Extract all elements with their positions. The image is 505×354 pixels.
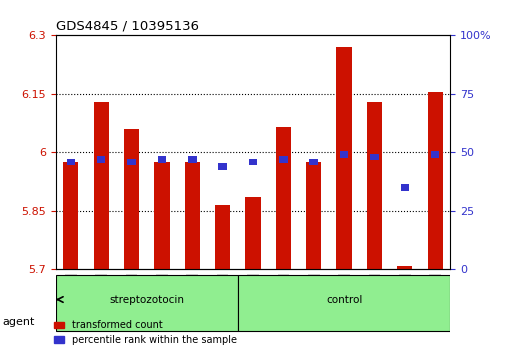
- Bar: [430, 152, 438, 158]
- Bar: [248, 159, 257, 165]
- Legend: transformed count, percentile rank within the sample: transformed count, percentile rank withi…: [50, 316, 240, 349]
- Bar: [400, 184, 408, 191]
- Bar: [306, 162, 321, 269]
- Bar: [67, 159, 75, 165]
- Bar: [93, 102, 109, 269]
- Bar: [336, 47, 351, 269]
- Bar: [245, 197, 260, 269]
- Text: GDS4845 / 10395136: GDS4845 / 10395136: [56, 20, 198, 33]
- Bar: [218, 163, 226, 170]
- Bar: [366, 102, 381, 269]
- Bar: [188, 156, 196, 163]
- Bar: [184, 162, 199, 269]
- Bar: [97, 156, 105, 163]
- Bar: [309, 159, 317, 165]
- Bar: [275, 127, 290, 269]
- Bar: [370, 154, 378, 160]
- Bar: [124, 129, 139, 269]
- Text: control: control: [325, 295, 362, 304]
- Bar: [215, 205, 230, 269]
- Text: agent: agent: [3, 317, 35, 327]
- Bar: [339, 152, 347, 158]
- Text: streptozotocin: streptozotocin: [109, 295, 184, 304]
- Bar: [427, 92, 442, 269]
- Bar: [63, 162, 78, 269]
- Bar: [237, 275, 449, 331]
- Bar: [396, 266, 412, 269]
- Bar: [56, 275, 237, 331]
- Bar: [154, 162, 169, 269]
- Bar: [127, 159, 135, 165]
- Bar: [158, 156, 166, 163]
- Bar: [279, 156, 287, 163]
